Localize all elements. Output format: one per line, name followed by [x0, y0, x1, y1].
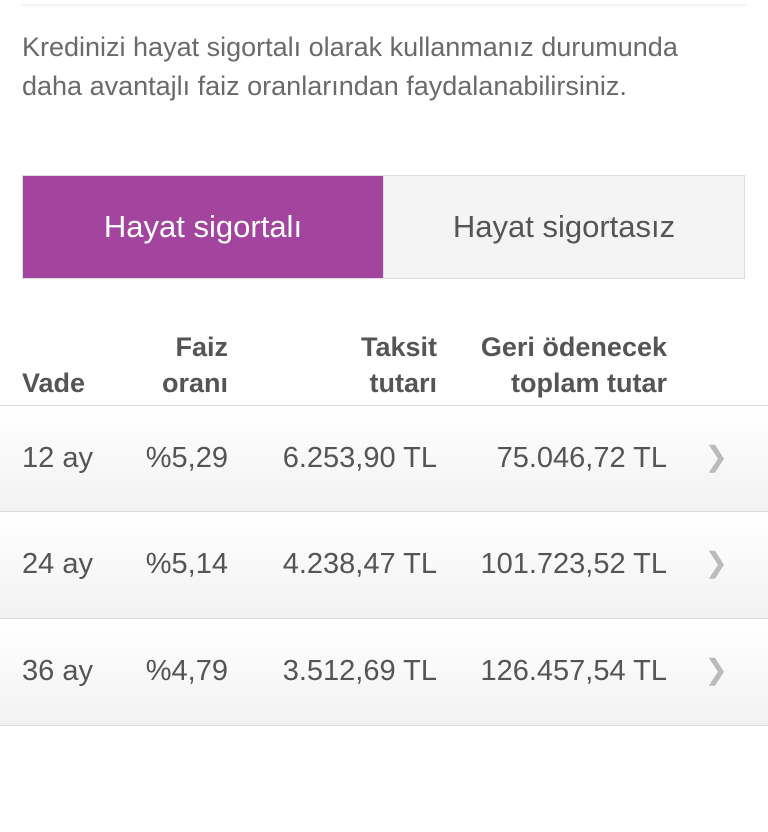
header-taksit-line2: tutarı [369, 368, 438, 398]
chevron-right-icon: ❯ [704, 654, 728, 685]
header-faiz: Faiz oranı [162, 329, 228, 401]
cell-taksit: 6.253,90 TL [282, 442, 437, 474]
cell-toplam: 101.723,52 TL [480, 548, 667, 580]
header-toplam-line2: toplam tutar [510, 368, 667, 398]
header-taksit-line1: Taksit [360, 332, 437, 362]
cell-faiz: %5,29 [145, 442, 228, 474]
header-faiz-line2: oranı [161, 368, 228, 398]
header-faiz-line1: Faiz [175, 332, 228, 362]
previous-card [22, 0, 746, 5]
header-vade: Vade [22, 368, 86, 398]
insurance-toggle[interactable]: Hayat sigortalı Hayat sigortasız [22, 175, 745, 279]
chevron-right-icon: ❯ [704, 547, 728, 578]
header-taksit: Taksit tutarı [361, 329, 437, 401]
cell-faiz: %4,79 [145, 655, 228, 687]
cell-vade: 24 ay [22, 548, 93, 580]
cell-taksit: 4.238,47 TL [282, 548, 437, 580]
intro-text: Kredinizi hayat sigortalı olarak kullanm… [22, 32, 678, 101]
header-toplam: Geri ödenecek toplam tutar [481, 329, 667, 401]
table-row[interactable]: 24 ay %5,14 4.238,47 TL 101.723,52 TL ❯ [0, 511, 768, 618]
chevron-right-icon: ❯ [704, 441, 728, 472]
table-row[interactable]: 12 ay %5,29 6.253,90 TL 75.046,72 TL ❯ [0, 405, 768, 512]
cell-toplam: 126.457,54 TL [480, 655, 667, 687]
cell-toplam: 75.046,72 TL [496, 442, 667, 474]
cell-vade: 12 ay [22, 442, 93, 474]
table-row-partial[interactable] [0, 725, 768, 832]
tab-hayat-sigortasiz[interactable]: Hayat sigortasız [383, 176, 744, 278]
table-row[interactable]: 36 ay %4,79 3.512,69 TL 126.457,54 TL ❯ [0, 618, 768, 725]
cell-vade: 36 ay [22, 655, 93, 687]
cell-faiz: %5,14 [145, 548, 228, 580]
cell-taksit: 3.512,69 TL [282, 655, 437, 687]
table-header: Vade Faiz oranı Taksit tutarı Geri ödenece… [0, 330, 768, 405]
header-toplam-line1: Geri ödenecek [480, 332, 667, 362]
tab-hayat-sigortali[interactable]: Hayat sigortalı [23, 176, 383, 278]
